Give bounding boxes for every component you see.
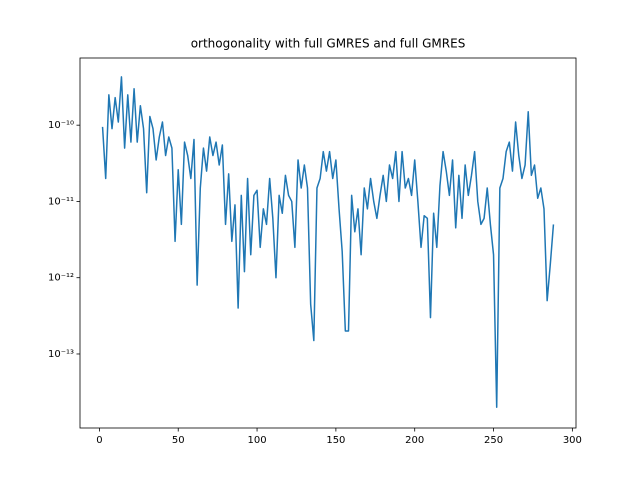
x-tick-label: 300 <box>563 435 582 446</box>
y-tick-label: 10⁻¹¹ <box>48 196 74 207</box>
y-tick-label: 10⁻¹³ <box>48 349 74 360</box>
x-tick-label: 250 <box>484 435 503 446</box>
x-tick-label: 200 <box>405 435 424 446</box>
plot-frame <box>79 57 577 429</box>
x-tick-label: 0 <box>96 435 102 446</box>
data-line <box>101 76 555 409</box>
y-tick-label: 10⁻¹² <box>48 273 74 284</box>
y-tick-label: 10⁻¹⁰ <box>48 120 74 131</box>
x-tick-label: 150 <box>326 435 345 446</box>
x-tick-label: 100 <box>248 435 267 446</box>
chart-title: orthogonality with full GMRES and full G… <box>191 37 466 51</box>
x-tick-label: 50 <box>172 435 185 446</box>
